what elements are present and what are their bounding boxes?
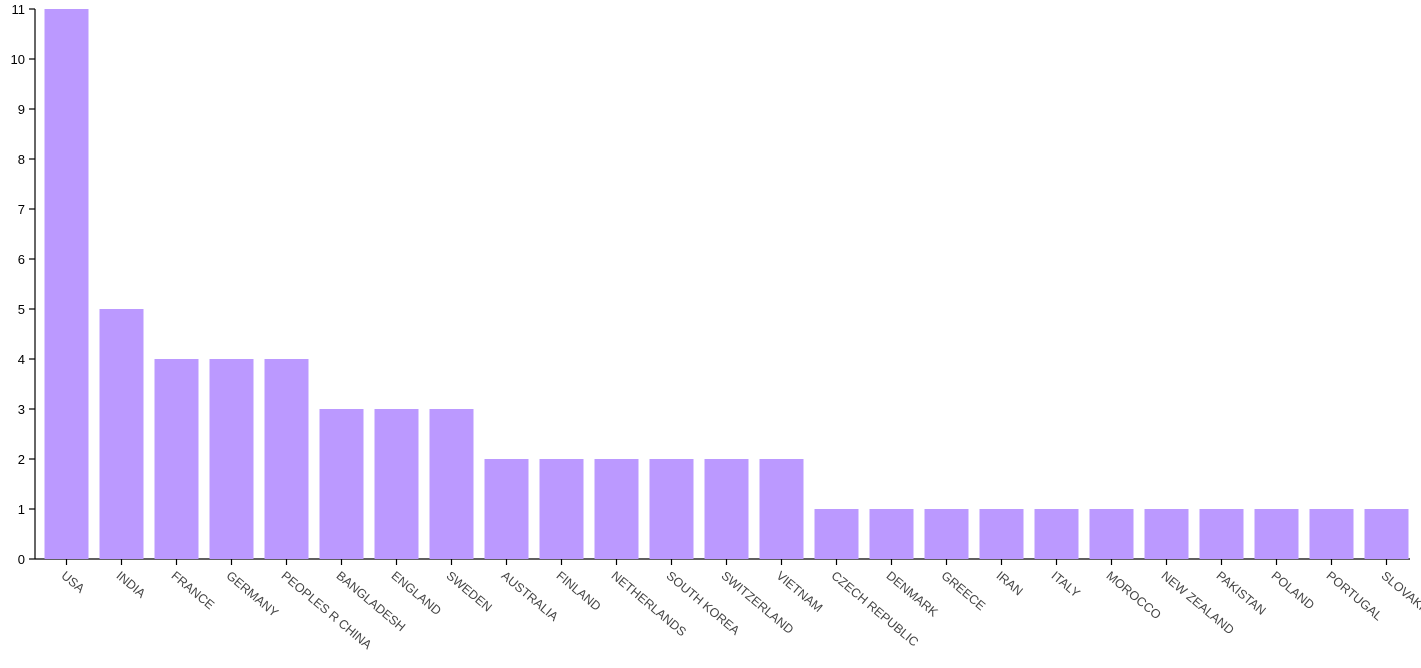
x-tick-label: POLAND bbox=[1269, 569, 1317, 613]
y-tick-label: 0 bbox=[18, 552, 25, 567]
y-tick-label: 7 bbox=[18, 202, 25, 217]
y-tick-label: 8 bbox=[18, 152, 25, 167]
x-tick-label: FRANCE bbox=[169, 569, 217, 613]
y-tick-label: 3 bbox=[18, 402, 25, 417]
bar bbox=[154, 359, 199, 559]
bar bbox=[704, 459, 749, 559]
y-tick-label: 9 bbox=[18, 102, 25, 117]
bar bbox=[44, 9, 89, 559]
bar bbox=[594, 459, 639, 559]
y-tick-label: 5 bbox=[18, 302, 25, 317]
x-tick-label: ENGLAND bbox=[389, 569, 444, 619]
bar bbox=[1144, 509, 1189, 559]
bar bbox=[209, 359, 254, 559]
bar bbox=[484, 459, 529, 559]
bar bbox=[1364, 509, 1409, 559]
bar bbox=[319, 409, 364, 559]
bar bbox=[539, 459, 584, 559]
y-tick-label: 6 bbox=[18, 252, 25, 267]
y-tick-label: 1 bbox=[18, 502, 25, 517]
bar bbox=[429, 409, 474, 559]
x-tick-label: MOROCCO bbox=[1104, 569, 1164, 623]
bar bbox=[924, 509, 969, 559]
x-tick-label: PAKISTAN bbox=[1214, 569, 1269, 618]
x-tick-label: SWEDEN bbox=[444, 569, 495, 615]
bar bbox=[99, 309, 144, 559]
x-tick-label: USA bbox=[59, 569, 88, 597]
x-tick-label: DENMARK bbox=[884, 569, 941, 620]
bar bbox=[1254, 509, 1299, 559]
bar bbox=[1199, 509, 1244, 559]
bar bbox=[1089, 509, 1134, 559]
x-tick-label: GERMANY bbox=[224, 569, 282, 621]
x-tick-label: INDIA bbox=[114, 569, 149, 602]
x-tick-label: VIETNAM bbox=[774, 569, 826, 615]
x-tick-label: PEOPLES R CHINA bbox=[279, 569, 375, 653]
bar bbox=[374, 409, 419, 559]
x-tick-label: AUSTRALIA bbox=[499, 569, 562, 625]
bar bbox=[264, 359, 309, 559]
x-tick-label: IRAN bbox=[994, 569, 1026, 599]
y-tick-label: 10 bbox=[11, 52, 25, 67]
bar bbox=[649, 459, 694, 559]
x-tick-label: PORTUGAL bbox=[1324, 569, 1386, 624]
bar bbox=[1309, 509, 1354, 559]
x-tick-label: FINLAND bbox=[554, 569, 604, 614]
x-tick-label: ITALY bbox=[1049, 569, 1084, 601]
y-tick-label: 11 bbox=[12, 2, 26, 17]
x-tick-label: GREECE bbox=[939, 569, 988, 614]
y-tick-label: 4 bbox=[18, 352, 25, 367]
y-tick-label: 2 bbox=[18, 452, 25, 467]
bar bbox=[1034, 509, 1079, 559]
bar bbox=[759, 459, 804, 559]
bar bbox=[979, 509, 1024, 559]
bar bbox=[814, 509, 859, 559]
bar bbox=[869, 509, 914, 559]
